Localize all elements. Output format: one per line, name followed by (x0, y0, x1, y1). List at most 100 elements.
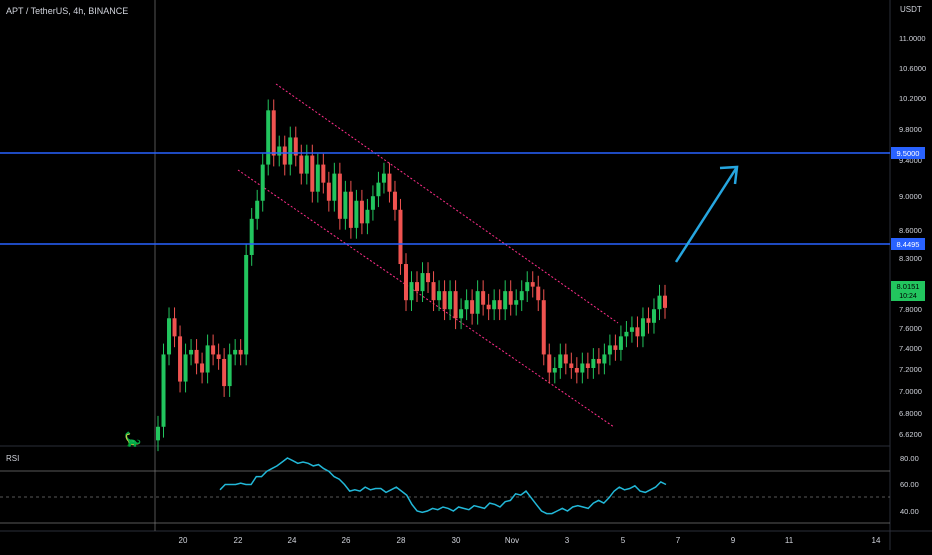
resistance-level-tag (891, 238, 925, 250)
candle-body (315, 164, 320, 192)
time-tick-label: 26 (342, 536, 351, 545)
candle-body (343, 191, 348, 219)
price-tick-label: 6.6200 (899, 430, 922, 439)
candle-body (492, 300, 497, 310)
candle-body (580, 363, 585, 373)
candle-body (464, 300, 469, 310)
candle-body (409, 282, 414, 301)
price-tick-label: 8.3000 (899, 254, 922, 263)
candle-body (387, 173, 392, 192)
candle-body (156, 426, 160, 441)
candle-body (508, 291, 513, 305)
candle-body (266, 110, 271, 165)
candle-body (370, 196, 375, 210)
candle-body (541, 300, 546, 355)
candle-body (359, 200, 364, 224)
candle-body (233, 349, 238, 355)
candle-body (167, 318, 172, 355)
time-tick-label: Nov (505, 536, 519, 545)
candle-body (431, 282, 436, 301)
price-tick-label: 11.0000 (899, 34, 926, 43)
candle-body (332, 173, 337, 201)
dino-icon: 🦕 (124, 431, 141, 448)
candle-body (448, 291, 453, 310)
candle-body (172, 318, 177, 337)
candle-body (249, 218, 254, 255)
time-tick-label: 7 (676, 536, 681, 545)
candle-body (238, 349, 243, 355)
candle-body (552, 368, 557, 373)
candle-body (547, 354, 552, 373)
candle-body (222, 358, 227, 387)
candle-body (348, 191, 353, 228)
current-price-tag (891, 281, 925, 301)
projection-arrow-head (719, 165, 739, 185)
price-tick-label: 7.4000 (899, 344, 922, 353)
candle-body (299, 155, 304, 174)
candle-body (216, 354, 221, 359)
price-tick-label: 10.2000 (899, 94, 926, 103)
candle-body (651, 309, 656, 323)
price-tick-label: 9.4000 (899, 156, 922, 165)
candle-body (613, 345, 618, 350)
currency-label: USDT (900, 5, 922, 14)
price-tick-label: 7.6000 (899, 324, 922, 333)
projection-arrow (674, 166, 739, 263)
channel-upper-line (275, 83, 619, 324)
candle-countdown: 10:24 (899, 293, 917, 300)
candle-body (255, 200, 260, 219)
candle-body (183, 354, 188, 382)
candle-body (161, 354, 166, 427)
candle-body (453, 291, 458, 319)
candle-body (663, 295, 667, 308)
candle-body (525, 282, 530, 292)
channel-lower-line (237, 169, 615, 428)
candle-body (304, 155, 309, 174)
price-tick-label: 10.6000 (899, 64, 926, 73)
rsi-tick-label: 40.00 (900, 507, 919, 516)
candle-body (514, 300, 519, 305)
price-tick-label: 6.8000 (899, 409, 922, 418)
time-tick-label: 11 (785, 536, 794, 545)
candle-body (657, 295, 662, 310)
candle-body (486, 304, 491, 310)
candle-body (200, 363, 205, 373)
candle-body (381, 173, 386, 183)
candle-body (640, 318, 645, 337)
rsi-tick-label: 60.00 (900, 480, 919, 489)
candle-body (227, 354, 232, 387)
candle-body (635, 327, 640, 337)
candle-body (574, 368, 579, 373)
candle-body (470, 300, 475, 314)
candle-body (530, 282, 535, 287)
candle-body (503, 291, 508, 310)
time-tick-label: 28 (397, 536, 406, 545)
price-tick-label: 7.0000 (899, 387, 922, 396)
candle-body (178, 336, 183, 382)
candle-body (624, 331, 629, 337)
candle-body (459, 309, 464, 319)
rsi-tick-label: 80.00 (900, 454, 919, 463)
time-tick-label: 9 (731, 536, 736, 545)
rsi-line (219, 457, 667, 515)
candle-body (585, 363, 590, 368)
candle-body (398, 209, 403, 265)
candle-body (618, 336, 623, 350)
candle-body (563, 354, 568, 364)
candle-body (376, 182, 381, 197)
time-tick-label: 22 (234, 536, 243, 545)
candle-body (403, 264, 408, 301)
candle-body (194, 349, 199, 364)
candle-body (337, 173, 342, 219)
price-tick-label: 9.8000 (899, 125, 922, 134)
time-tick-label: 3 (565, 536, 570, 545)
candle-body (321, 164, 326, 183)
current-price-value: 8.0151 (897, 282, 920, 291)
candle-body (481, 291, 486, 305)
candle-body (205, 345, 210, 373)
candle-body (536, 286, 541, 301)
chart-title: APT / TetherUS, 4h, BINANCE (6, 6, 129, 16)
candle-body (415, 282, 420, 292)
